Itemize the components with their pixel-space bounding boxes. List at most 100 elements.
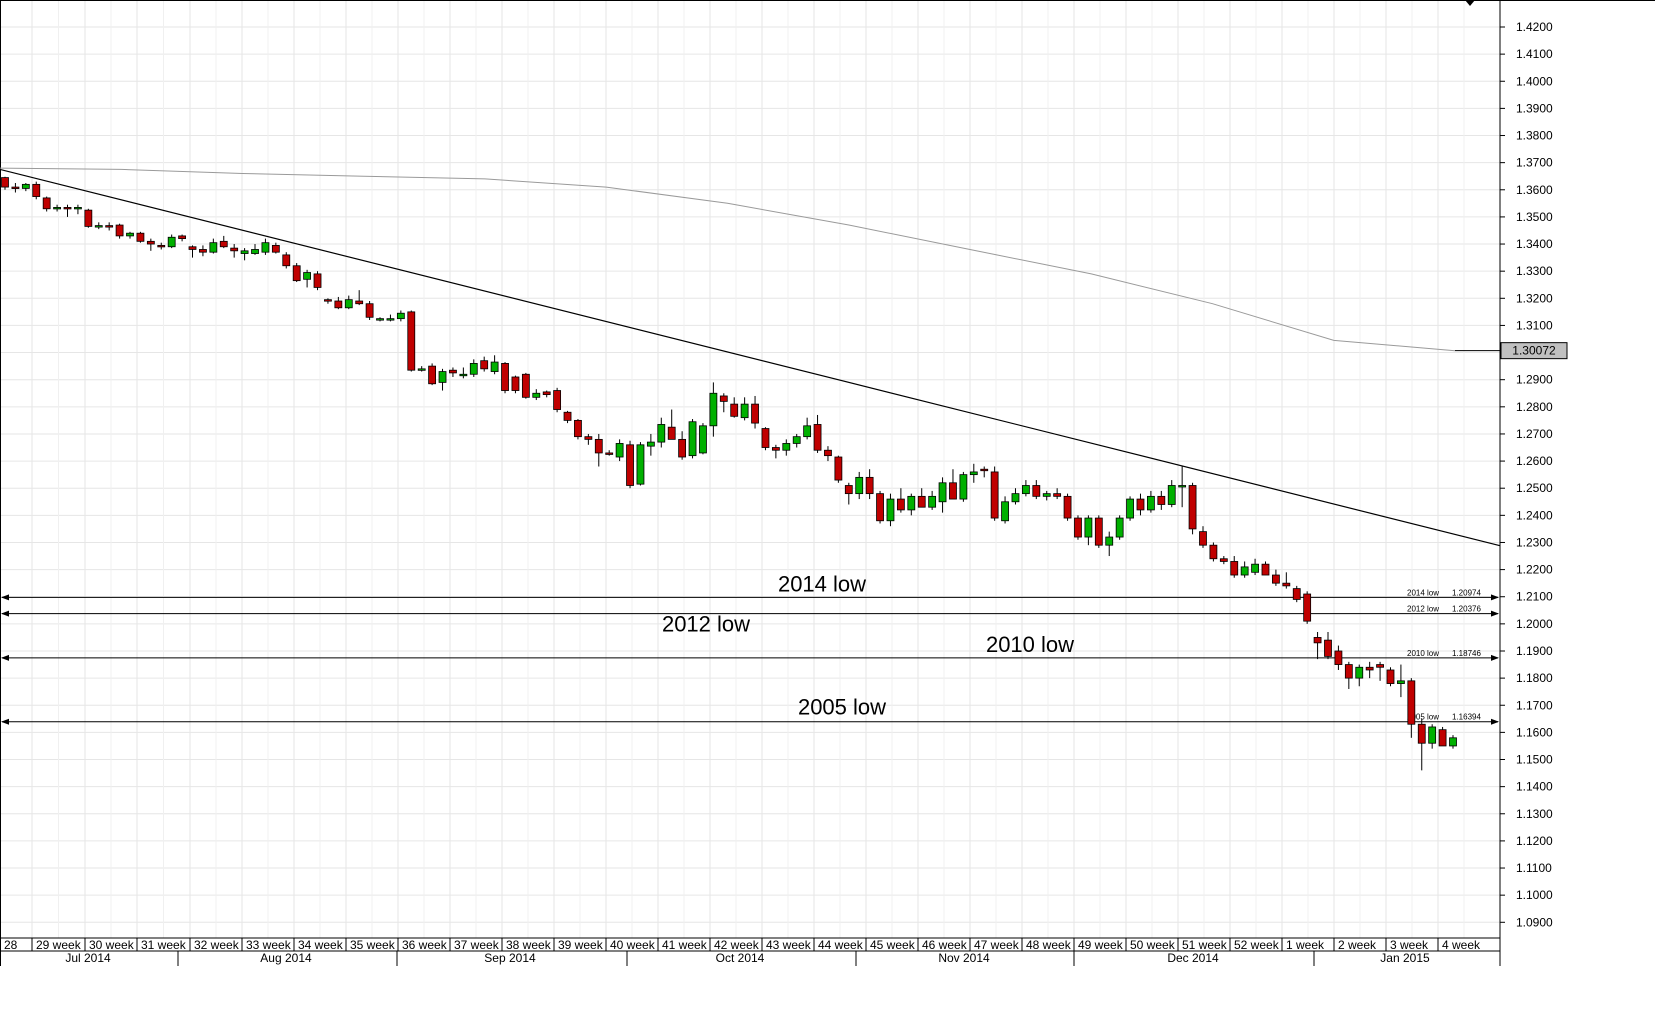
level-big-label: 2010 low [986, 632, 1074, 657]
candle [876, 490, 884, 524]
candle [782, 439, 791, 456]
candle [761, 427, 770, 451]
y-tick-label: 1.3100 [1516, 318, 1553, 332]
candle [990, 466, 999, 521]
candle-body-bullish [928, 495, 937, 508]
candle-body-bearish [719, 395, 728, 402]
week-label: 34 week [298, 938, 344, 952]
candle-body-bearish [1053, 493, 1062, 497]
candle [1344, 661, 1353, 689]
candle [1303, 591, 1312, 624]
candle-body-bearish [63, 207, 72, 210]
candle [324, 298, 332, 304]
candle [521, 372, 530, 399]
candle [563, 410, 572, 424]
candle [594, 433, 603, 467]
candle-body-bullish [1115, 517, 1124, 538]
candle [1261, 561, 1270, 576]
candle [334, 296, 343, 310]
arrow-right-icon [1491, 654, 1499, 661]
candle [709, 382, 718, 437]
candle [428, 363, 437, 386]
week-label: 30 week [89, 938, 135, 952]
candle [1042, 490, 1051, 501]
week-label: 47 week [974, 938, 1020, 952]
y-tick-label: 1.1400 [1516, 780, 1553, 794]
candle-body-bearish [1386, 669, 1395, 684]
candle [844, 482, 853, 505]
candle-body-bullish [855, 476, 864, 495]
candle-body-bearish [324, 299, 332, 302]
candle [646, 433, 655, 456]
candle-body-bearish [1376, 664, 1384, 668]
candle-body-bullish [469, 363, 478, 375]
candle-body-bullish [209, 242, 218, 253]
candle [678, 431, 687, 460]
candle-body-bearish [11, 186, 20, 189]
candle-body-bearish [1032, 485, 1041, 497]
candle [928, 490, 937, 510]
candle-body-bearish [667, 426, 676, 440]
candle [1, 176, 9, 190]
candle-body-bearish [115, 224, 124, 237]
candle-body-bearish [917, 495, 926, 508]
candle-body-bullish [1178, 485, 1187, 488]
candle-body-bullish [459, 373, 468, 377]
y-tick-label: 1.1900 [1516, 644, 1553, 658]
candle-body-bullish [803, 425, 812, 438]
candle [1188, 482, 1197, 535]
week-label: 39 week [558, 938, 604, 952]
level-small-label: 2010 low [1407, 649, 1439, 658]
candle [365, 301, 374, 321]
candle-body-bearish [105, 225, 114, 228]
candle-body-bullish [1167, 485, 1176, 505]
candle-body-bullish [261, 242, 270, 253]
candle-body-bullish [1084, 517, 1093, 538]
y-tick-label: 1.2100 [1516, 590, 1553, 604]
candle [501, 362, 509, 394]
week-label: 38 week [506, 938, 552, 952]
candle [490, 355, 499, 375]
candle [1126, 496, 1134, 521]
arrow-right-icon [1491, 594, 1499, 601]
candle [32, 181, 41, 200]
candle [626, 440, 634, 489]
candle-body-bearish [824, 449, 832, 457]
level-big-label: 2012 low [662, 612, 750, 637]
candle [1365, 661, 1374, 679]
candle [1438, 726, 1447, 747]
candle [1146, 490, 1155, 513]
candle [1021, 480, 1030, 497]
candle-body-bearish [355, 300, 364, 305]
candle [740, 397, 749, 421]
candle [1219, 556, 1228, 565]
candle [438, 368, 447, 391]
candle [313, 271, 322, 291]
candle-body-bullish [376, 318, 384, 321]
candle [771, 444, 780, 459]
candle-body-bullish [709, 392, 718, 427]
candle-body-bearish [1209, 544, 1218, 560]
candle-body-bullish [938, 482, 947, 503]
candle [251, 244, 259, 255]
candle-body-bearish [771, 447, 780, 451]
candle [949, 469, 957, 500]
candle-body-bearish [1334, 650, 1343, 665]
current-value-tag [1500, 342, 1568, 360]
candle [1334, 645, 1343, 670]
candle [240, 248, 249, 261]
candle-body-bearish [730, 403, 739, 417]
candle [1053, 488, 1062, 500]
downtrend-line [0, 168, 1501, 547]
candle [865, 469, 874, 500]
y-tick-label: 1.1100 [1516, 861, 1552, 875]
y-tick-label: 1.1700 [1516, 698, 1553, 712]
week-label: 32 week [194, 938, 240, 952]
candle [386, 314, 395, 322]
candle-body-bearish [334, 300, 343, 309]
candle-body-bearish [1344, 664, 1353, 679]
candle-body-bullish [969, 471, 978, 476]
candle [969, 463, 978, 483]
y-tick-label: 1.3900 [1516, 101, 1553, 115]
candle [1251, 558, 1259, 576]
